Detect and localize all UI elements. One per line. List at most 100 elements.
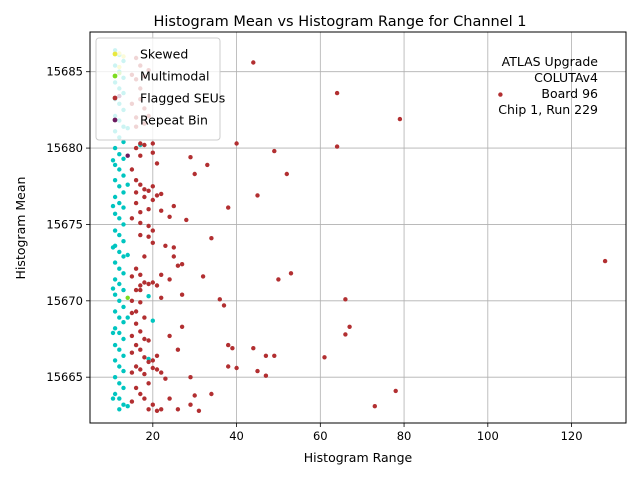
scatter-point (121, 368, 126, 374)
scatter-point (251, 60, 256, 65)
scatter-point (112, 358, 118, 363)
scatter-point (112, 326, 118, 331)
scatter-point (209, 391, 214, 397)
scatter-point (133, 309, 139, 314)
scatter-point (393, 388, 398, 394)
x-tick-label: 120 (561, 429, 583, 443)
scatter-point (163, 243, 168, 248)
scatter-point (110, 330, 116, 336)
scatter-point (150, 184, 155, 189)
scatter-point (263, 353, 269, 358)
scatter-point (121, 254, 126, 259)
scatter-point (150, 197, 155, 203)
scatter-point (129, 399, 135, 404)
scatter-point (179, 262, 185, 267)
scatter-point (129, 167, 135, 172)
scatter-point (129, 333, 135, 339)
scatter-point (133, 145, 139, 151)
scatter-point (146, 359, 151, 365)
scatter-point (121, 287, 126, 293)
scatter-point (117, 407, 122, 412)
scatter-point (167, 333, 172, 339)
scatter-point (322, 355, 327, 360)
x-tick-label: 40 (229, 429, 244, 443)
scatter-point (217, 297, 222, 302)
scatter-point (121, 156, 126, 161)
scatter-point (209, 236, 214, 241)
scatter-point (142, 315, 147, 320)
scatter-point (146, 188, 151, 193)
scatter-point (154, 367, 160, 372)
scatter-point (112, 277, 118, 282)
annotation-line: COLUTAv4 (534, 70, 598, 85)
scatter-point (188, 402, 193, 407)
legend-marker (112, 73, 118, 79)
scatter-point (334, 90, 340, 96)
scatter-point (159, 295, 164, 300)
scatter-point (142, 336, 147, 342)
scatter-point (142, 187, 147, 192)
scatter-point (138, 329, 143, 334)
scatter-point (234, 141, 239, 146)
scatter-point (146, 338, 151, 343)
scatter-point (129, 298, 135, 303)
scatter-point (205, 162, 210, 168)
scatter-point (117, 152, 122, 157)
legend-label: Multimodal (140, 69, 209, 84)
scatter-point (175, 263, 181, 268)
scatter-point (133, 266, 139, 271)
scatter-point (255, 368, 260, 374)
x-tick-label: 80 (397, 429, 412, 443)
scatter-point (133, 287, 139, 293)
scatter-point (129, 370, 135, 375)
scatter-point (121, 336, 126, 342)
scatter-point (121, 385, 126, 391)
scatter-point (154, 283, 160, 288)
scatter-point (167, 277, 172, 282)
scatter-point (167, 214, 172, 219)
scatter-point (121, 190, 126, 195)
scatter-point (150, 365, 155, 371)
scatter-point (133, 190, 139, 195)
scatter-point (146, 407, 151, 412)
scatter-point (138, 300, 143, 305)
scatter-point (121, 304, 126, 310)
scatter-point (112, 309, 118, 314)
scatter-point (133, 321, 139, 326)
y-tick-label: 15670 (46, 294, 83, 308)
scatter-point (343, 332, 348, 337)
y-tick-label: 15680 (46, 141, 83, 155)
scatter-point (133, 342, 139, 348)
legend-marker (112, 51, 118, 57)
y-axis-label: Histogram Mean (13, 177, 28, 280)
scatter-point (110, 286, 116, 291)
scatter-point (154, 193, 160, 198)
scatter-point (159, 370, 164, 375)
scatter-point (133, 178, 139, 183)
legend-marker (112, 117, 118, 123)
scatter-point (125, 404, 130, 409)
scatter-point (133, 364, 139, 369)
y-tick-label: 15675 (46, 217, 83, 231)
scatter-point (112, 211, 118, 216)
scatter-point (226, 342, 231, 348)
scatter-point (110, 245, 116, 250)
scatter-point (251, 346, 256, 351)
scatter-point (146, 294, 151, 299)
scatter-point (129, 274, 135, 279)
axis-ticks: 20 40 60 80 100 120 15665 15670 15675 15680 15685 (46, 65, 582, 443)
scatter-point (150, 141, 155, 146)
scatter-point (112, 194, 118, 200)
scatter-point (142, 355, 147, 360)
scatter-point (171, 245, 176, 250)
scatter-point (125, 182, 130, 187)
scatter-point (117, 347, 122, 352)
scatter-point (112, 178, 118, 183)
scatter-point (263, 373, 269, 378)
scatter-point (167, 396, 172, 401)
scatter-point (226, 205, 231, 210)
x-tick-label: 60 (313, 429, 328, 443)
scatter-point (288, 271, 294, 276)
scatter-point (188, 375, 193, 380)
